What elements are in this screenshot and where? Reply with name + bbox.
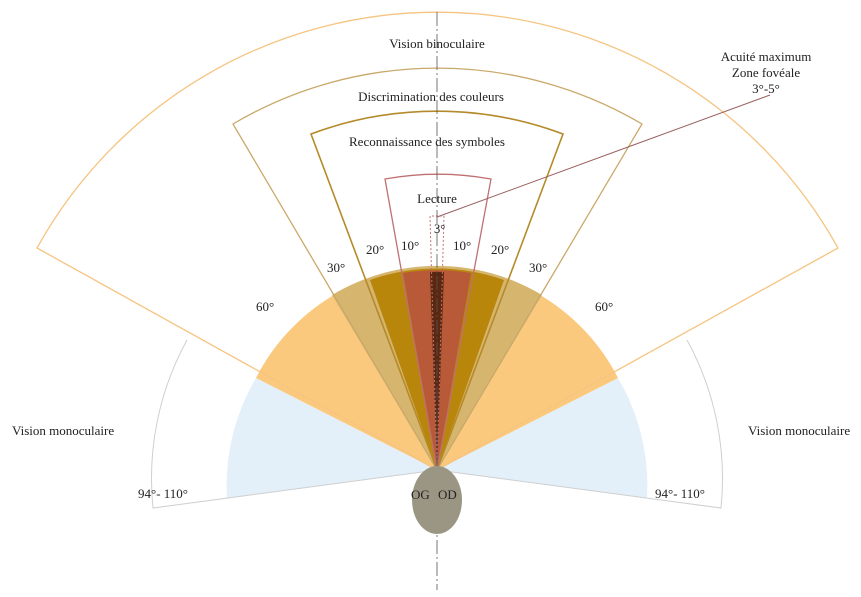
angle-20-right: 20° [491,242,509,257]
angle-30-right: 30° [529,260,547,275]
angle-60-right: 60° [595,299,613,314]
angle-20-left: 20° [366,242,384,257]
label-binocular: Vision binoculaire [389,36,485,51]
monocular-right-sector [437,378,648,498]
angle-10-left: 10° [401,238,419,253]
label-monocular-right: Vision monoculaire [748,423,850,438]
color-outline [232,67,643,472]
label-symbols: Reconnaissance des symboles [349,134,505,149]
angle-30-left: 30° [327,260,345,275]
angle-60-left: 60° [256,299,274,314]
acuity-line-2: Zone fovéale [732,65,800,80]
angle-fovea: 3° [434,222,445,236]
monocular-right-outline [436,339,723,509]
monocular-left-sector [226,378,437,498]
label-colors: Discrimination des couleurs [358,89,504,104]
acuity-line-1: Acuité maximum [721,49,812,64]
monocular-left-outline [151,339,438,509]
reading-outline [384,173,492,471]
angle-10-right: 10° [453,238,471,253]
acuity-line-3: 3°-5° [752,81,780,96]
label-reading: Lecture [417,191,457,206]
eye-left-label: OG [411,487,430,502]
eye-right-label: OD [438,487,457,502]
eyes-ellipse [412,466,462,534]
angle-monocular-right: 94°- 110° [655,486,705,501]
acuity-leader-line [436,94,771,218]
binocular-outline [36,11,839,471]
angle-monocular-left: 94°- 110° [138,486,188,501]
label-monocular-left: Vision monoculaire [12,423,114,438]
